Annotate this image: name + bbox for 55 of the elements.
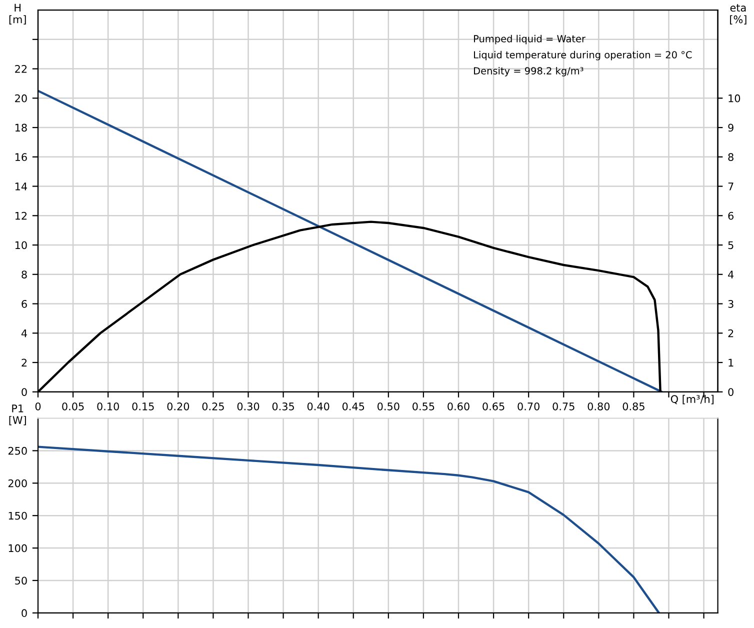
x-tick-label: 0.15 (132, 402, 154, 410)
y-tick-label: 22 (15, 65, 27, 73)
y2-tick-label: 4 (728, 270, 734, 278)
x-axis-title: Q [m³/h] (670, 394, 714, 404)
y2-tick-label: 8 (728, 153, 734, 162)
x-tick-label: 0.05 (62, 402, 84, 410)
y2-axis-title: eta [%] (730, 4, 746, 25)
x-tick-label: 0.10 (97, 402, 119, 410)
y2-tick-label: 6 (728, 212, 734, 220)
annotation: Pumped liquid = Water (474, 34, 586, 44)
annotation: Density = 998.2 kg/m³ (474, 66, 584, 76)
y-tick-label: 100 (8, 544, 27, 552)
annotation: Liquid temperature during operation = 20 °C (474, 50, 692, 60)
x-tick-label: 0.45 (342, 402, 364, 410)
y-tick-label: 4 (21, 329, 27, 338)
y-tick-label: 0 (22, 609, 27, 618)
y2-tick-label: 2 (728, 329, 734, 338)
x-tick-label: 0.80 (588, 402, 610, 410)
y-tick-label: 200 (8, 479, 27, 488)
y-tick-label: 12 (15, 212, 27, 220)
y-tick-label: 2 (22, 358, 27, 366)
y-tick-label: 16 (15, 153, 27, 162)
y-tick-label: 10 (15, 241, 27, 250)
y-tick-label: 0 (22, 388, 27, 396)
y2-tick-label: 10 (728, 94, 740, 102)
x-tick-label: 0.40 (307, 402, 330, 410)
y-tick-label: 20 (15, 94, 27, 102)
y-tick-label: 14 (15, 182, 27, 190)
x-tick-label: 0.35 (272, 402, 294, 410)
y-tick-label: 150 (8, 512, 27, 520)
x-tick-label: 0.30 (237, 402, 260, 410)
y2-tick-label: 3 (728, 300, 734, 308)
x-tick-label: 0.55 (412, 402, 434, 410)
y-axis-title: P1 [W] (9, 404, 26, 426)
y2-tick-label: 1 (728, 358, 734, 366)
y-tick-label: 18 (15, 124, 27, 132)
y2-tick-label: 0 (728, 388, 734, 396)
line-series (38, 446, 660, 613)
y2-tick-label: 9 (728, 124, 734, 132)
x-tick-label: 0.75 (552, 402, 574, 410)
x-tick-label: 0.85 (622, 402, 644, 410)
y-axis-title: H [m] (9, 4, 26, 25)
y-tick-label: 8 (22, 270, 27, 278)
x-tick-label: 0.20 (167, 402, 190, 410)
y2-tick-label: 7 (728, 182, 734, 190)
x-tick-label: 0.25 (202, 402, 224, 410)
y2-tick-label: 5 (728, 241, 734, 250)
y-tick-label: 6 (22, 300, 27, 308)
x-tick-label: 0 (35, 402, 41, 410)
x-tick-label: 0.70 (518, 402, 540, 410)
y-tick-label: 250 (8, 446, 27, 455)
x-tick-label: 0.50 (378, 402, 400, 410)
x-tick-label: 0.60 (448, 402, 470, 410)
y-tick-label: 50 (15, 576, 27, 585)
x-tick-label: 0.65 (482, 402, 504, 410)
